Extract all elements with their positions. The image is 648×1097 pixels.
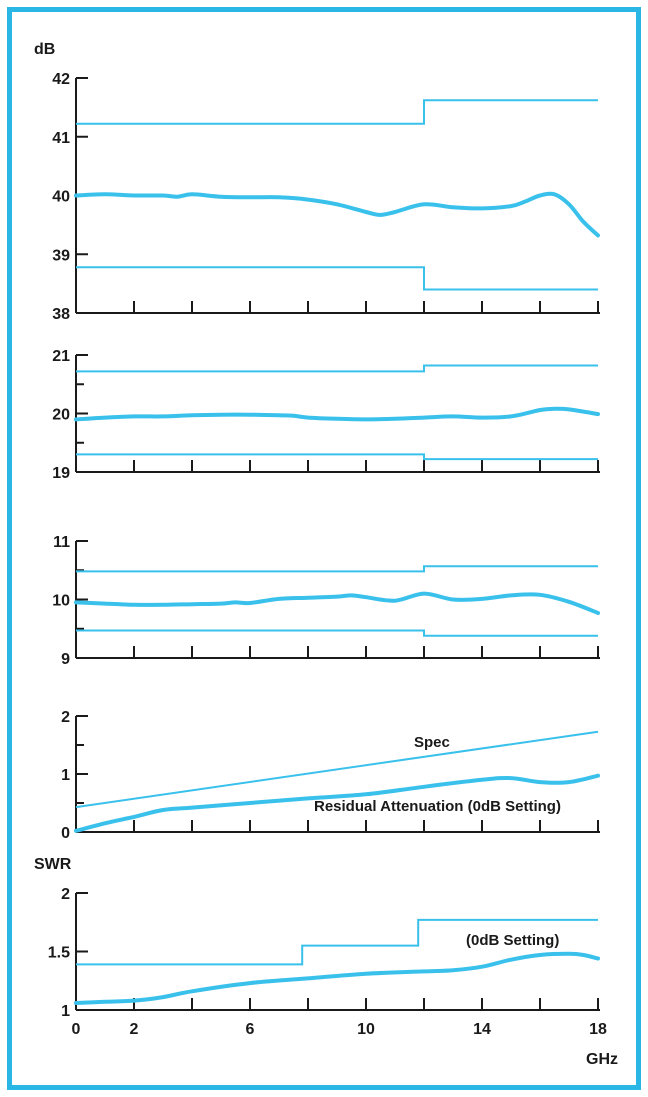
y-tick-label: 38 — [52, 306, 70, 323]
y-tick-label: 0 — [61, 825, 70, 842]
lower-spec-line — [76, 629, 598, 637]
y-tick-label: 19 — [52, 465, 70, 482]
measured-curve — [74, 191, 600, 238]
upper-spec-line — [76, 99, 598, 125]
lower-spec-line — [76, 266, 598, 291]
y-tick-label: 2 — [61, 709, 70, 726]
chart-panel-4: 0 1 2 Spec Residual Attenuation (0dB Setting… — [61, 709, 600, 842]
y-tick-label: 40 — [52, 189, 70, 206]
chart-panel-1: 38 39 40 41 42 dB — [34, 41, 600, 323]
x-tick-label: 2 — [130, 1021, 139, 1038]
lower-spec-line — [76, 453, 598, 461]
y-tick-label: 39 — [52, 247, 70, 264]
annotation-0db-setting: (0dB Setting) — [466, 932, 559, 949]
measured-curve — [74, 591, 600, 615]
chart-panel-3: 9 10 11 — [52, 534, 600, 668]
y-tick-label: 1.5 — [48, 945, 70, 962]
measured-curve — [74, 773, 600, 833]
y-axis-label: dB — [34, 41, 55, 58]
x-tick-label: 18 — [589, 1021, 607, 1038]
upper-spec-line — [75, 730, 599, 809]
upper-spec-line — [76, 918, 598, 966]
y-tick-label: 42 — [52, 71, 70, 88]
y-tick-label: 21 — [52, 348, 70, 365]
upper-spec-line — [76, 364, 598, 373]
y-tick-label: 2 — [61, 886, 70, 903]
y-tick-label: 11 — [53, 534, 70, 551]
annotation-residual-attenuation: Residual Attenuation (0dB Setting) — [314, 798, 561, 815]
annotation-spec: Spec — [414, 734, 450, 751]
y-tick-label: 20 — [52, 407, 70, 424]
y-tick-label: 1 — [61, 767, 70, 784]
y-tick-label: 10 — [52, 593, 70, 610]
y-axis-label: SWR — [34, 856, 72, 873]
chart-panel-5: 1 1.5 2 SWR (0dB Setting) — [34, 856, 600, 1020]
x-tick-label: 0 — [72, 1021, 81, 1038]
y-tick-label: 41 — [52, 130, 70, 147]
upper-spec-line — [76, 565, 598, 573]
chart-panel-2: 19 20 21 — [52, 348, 600, 482]
x-tick-label: 14 — [473, 1021, 491, 1038]
x-axis-labels: 0 2 6 10 14 18 GHz — [72, 1021, 618, 1068]
measured-curve — [74, 406, 600, 422]
measured-curve — [74, 951, 600, 1005]
figure-border — [7, 7, 641, 1090]
x-axis-unit-label: GHz — [586, 1051, 618, 1068]
x-tick-label: 6 — [246, 1021, 255, 1038]
y-tick-label: 9 — [61, 651, 70, 668]
y-tick-label: 1 — [61, 1003, 70, 1020]
x-tick-label: 10 — [357, 1021, 375, 1038]
